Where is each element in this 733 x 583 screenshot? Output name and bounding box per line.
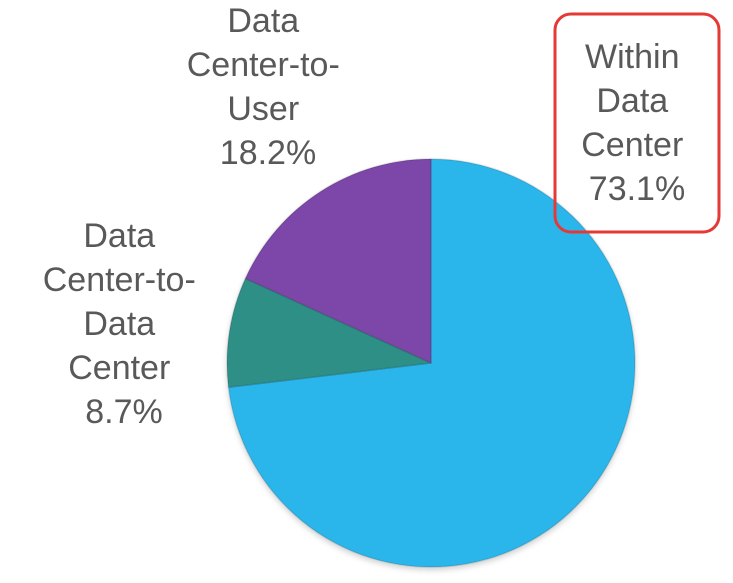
pie-slice-dc-to-dc bbox=[226, 277, 432, 389]
slice-label-dc-to-dc-line-1: Data bbox=[83, 217, 155, 255]
highlight-callout-box bbox=[553, 12, 721, 234]
slice-label-within-dc-value: 73.1% bbox=[589, 170, 685, 208]
slice-label-dc-to-user-value: 18.2% bbox=[220, 134, 316, 172]
pie-slice-dc-to-user bbox=[244, 158, 432, 364]
slice-label-dc-to-dc: Data Center-to- Data Center 8.7% bbox=[43, 217, 206, 431]
slice-label-dc-to-user-line-3: User bbox=[227, 90, 299, 128]
pie-slices bbox=[226, 158, 636, 568]
slice-label-dc-to-dc-line-4: Center bbox=[68, 349, 170, 387]
slice-label-within-dc: Within Data Center 73.1% bbox=[581, 38, 693, 208]
slice-label-dc-to-user: Data Center-to- User 18.2% bbox=[187, 2, 350, 172]
slice-label-dc-to-user-line-2: Center-to- bbox=[187, 46, 340, 84]
slice-label-dc-to-dc-line-2: Center-to- bbox=[43, 261, 196, 299]
slice-label-within-dc-line-1: Within bbox=[585, 38, 679, 76]
slice-label-within-dc-line-3: Center bbox=[581, 126, 683, 164]
slice-label-within-dc-line-2: Data bbox=[596, 82, 668, 120]
slice-label-dc-to-dc-line-3: Data bbox=[83, 305, 155, 343]
slice-label-dc-to-dc-value: 8.7% bbox=[85, 393, 163, 431]
slice-label-dc-to-user-line-1: Data bbox=[227, 2, 299, 40]
